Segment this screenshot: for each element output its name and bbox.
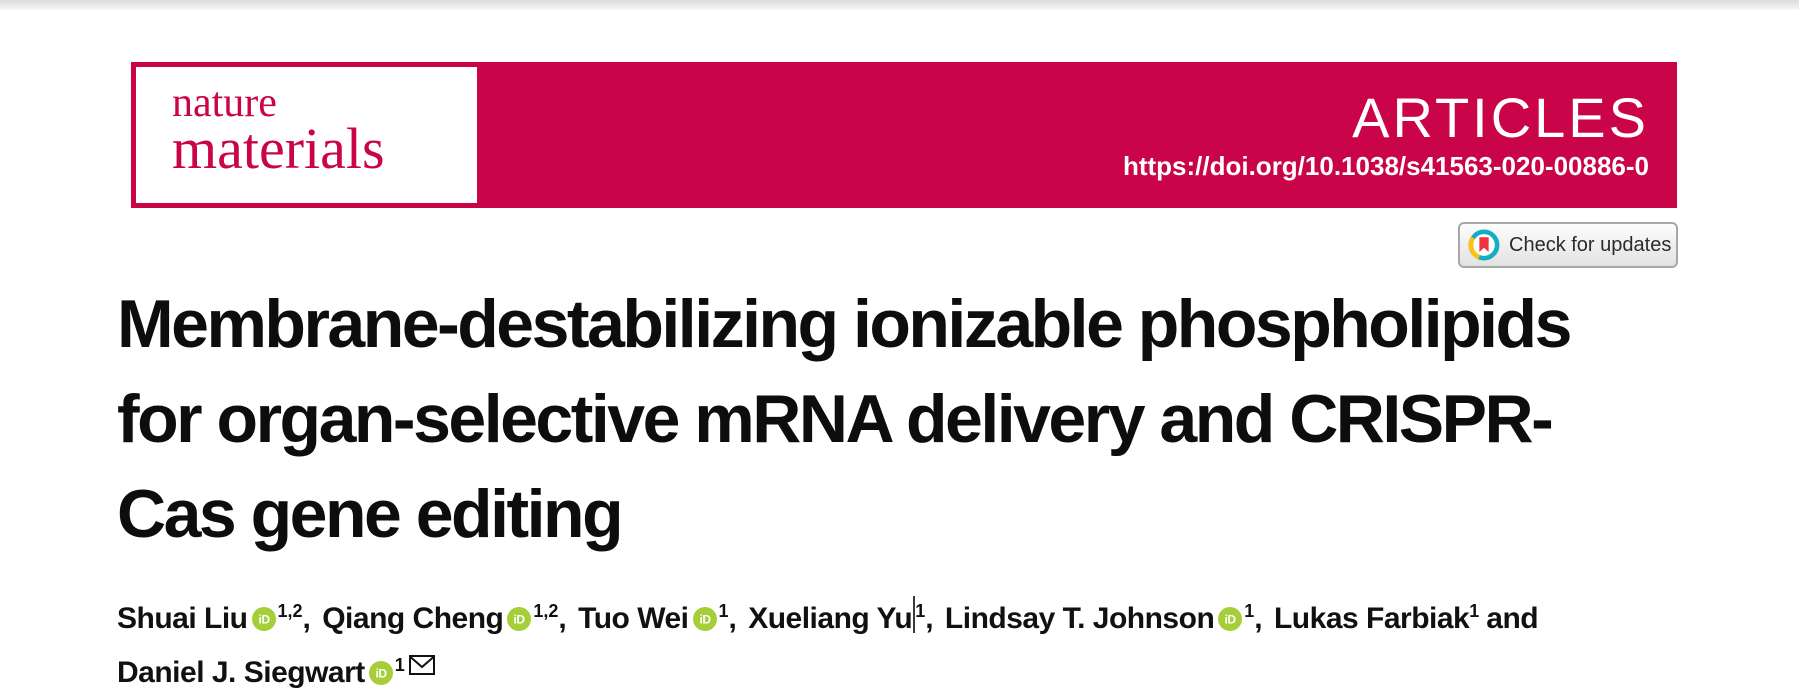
author-affiliation-sup: 1,2 bbox=[277, 601, 303, 621]
journal-logo[interactable]: nature materials bbox=[136, 67, 477, 203]
svg-text:iD: iD bbox=[514, 613, 526, 627]
email-envelope-icon[interactable] bbox=[408, 642, 435, 675]
check-for-updates-label: Check for updates bbox=[1509, 233, 1672, 256]
author-affiliation-sup: 1,2 bbox=[533, 601, 559, 621]
svg-text:iD: iD bbox=[699, 613, 711, 627]
author-name: Tuo Wei bbox=[578, 602, 689, 635]
orcid-icon[interactable]: iD bbox=[368, 652, 393, 685]
orcid-icon[interactable]: iD bbox=[507, 598, 532, 631]
author-affiliation-sup: 1 bbox=[915, 601, 926, 621]
title-line-2: for organ-selective mRNA delivery and CR… bbox=[117, 381, 1554, 457]
author-line-1: Shuai Liu iD 1,2, Qiang Cheng iD 1,2, Tuo We… bbox=[117, 588, 1717, 642]
journal-logo-materials: materials bbox=[172, 116, 385, 181]
orcid-icon[interactable]: iD bbox=[251, 598, 276, 631]
author-name: Lindsay T. Johnson bbox=[944, 602, 1215, 635]
banner-right: ARTICLES https://doi.org/10.1038/s41563-… bbox=[1123, 62, 1649, 208]
journal-banner: nature materials ARTICLES https://doi.or… bbox=[131, 62, 1677, 208]
title-line-3: Cas gene editing bbox=[117, 476, 624, 552]
text-cursor-caret bbox=[913, 596, 916, 633]
svg-text:iD: iD bbox=[375, 667, 387, 681]
crossmark-icon bbox=[1467, 228, 1501, 262]
author-affiliation-sup: 1 bbox=[1244, 601, 1255, 621]
author-name: Daniel J. Siegwart bbox=[117, 656, 365, 689]
author-affiliation-sup: 1 bbox=[1469, 601, 1480, 621]
svg-text:iD: iD bbox=[258, 613, 270, 627]
author-separator: , bbox=[1254, 602, 1263, 635]
author-name: Xueliang Yu bbox=[748, 602, 913, 635]
author-separator: , bbox=[302, 602, 311, 635]
author-name: Lukas Farbiak bbox=[1273, 602, 1470, 635]
author-separator: , bbox=[558, 602, 567, 635]
orcid-icon[interactable]: iD bbox=[692, 598, 717, 631]
author-affiliation-sup: 1 bbox=[718, 601, 729, 621]
svg-text:iD: iD bbox=[1225, 613, 1237, 627]
author-affiliation-sup: 1 bbox=[394, 655, 405, 675]
window-top-edge bbox=[0, 0, 1799, 10]
check-for-updates-button[interactable]: Check for updates bbox=[1458, 222, 1678, 268]
author-line-2: Daniel J. Siegwart iD 1 bbox=[117, 642, 1717, 696]
article-type-label: ARTICLES bbox=[1352, 86, 1649, 149]
doi-link[interactable]: https://doi.org/10.1038/s41563-020-00886… bbox=[1122, 151, 1649, 181]
orcid-icon[interactable]: iD bbox=[1218, 598, 1243, 631]
title-line-1: Membrane-destabilizing ionizable phospho… bbox=[117, 286, 1572, 362]
and-word: and bbox=[1486, 602, 1539, 635]
author-name: Shuai Liu bbox=[117, 602, 248, 635]
author-name: Qiang Cheng bbox=[322, 602, 504, 635]
journal-logo-nature: nature bbox=[172, 80, 277, 126]
author-list: Shuai Liu iD 1,2, Qiang Cheng iD 1,2, Tuo We… bbox=[117, 588, 1717, 696]
article-title: Membrane-destabilizing ionizable phospho… bbox=[117, 277, 1637, 562]
author-separator: , bbox=[728, 602, 737, 635]
author-separator: , bbox=[925, 602, 934, 635]
